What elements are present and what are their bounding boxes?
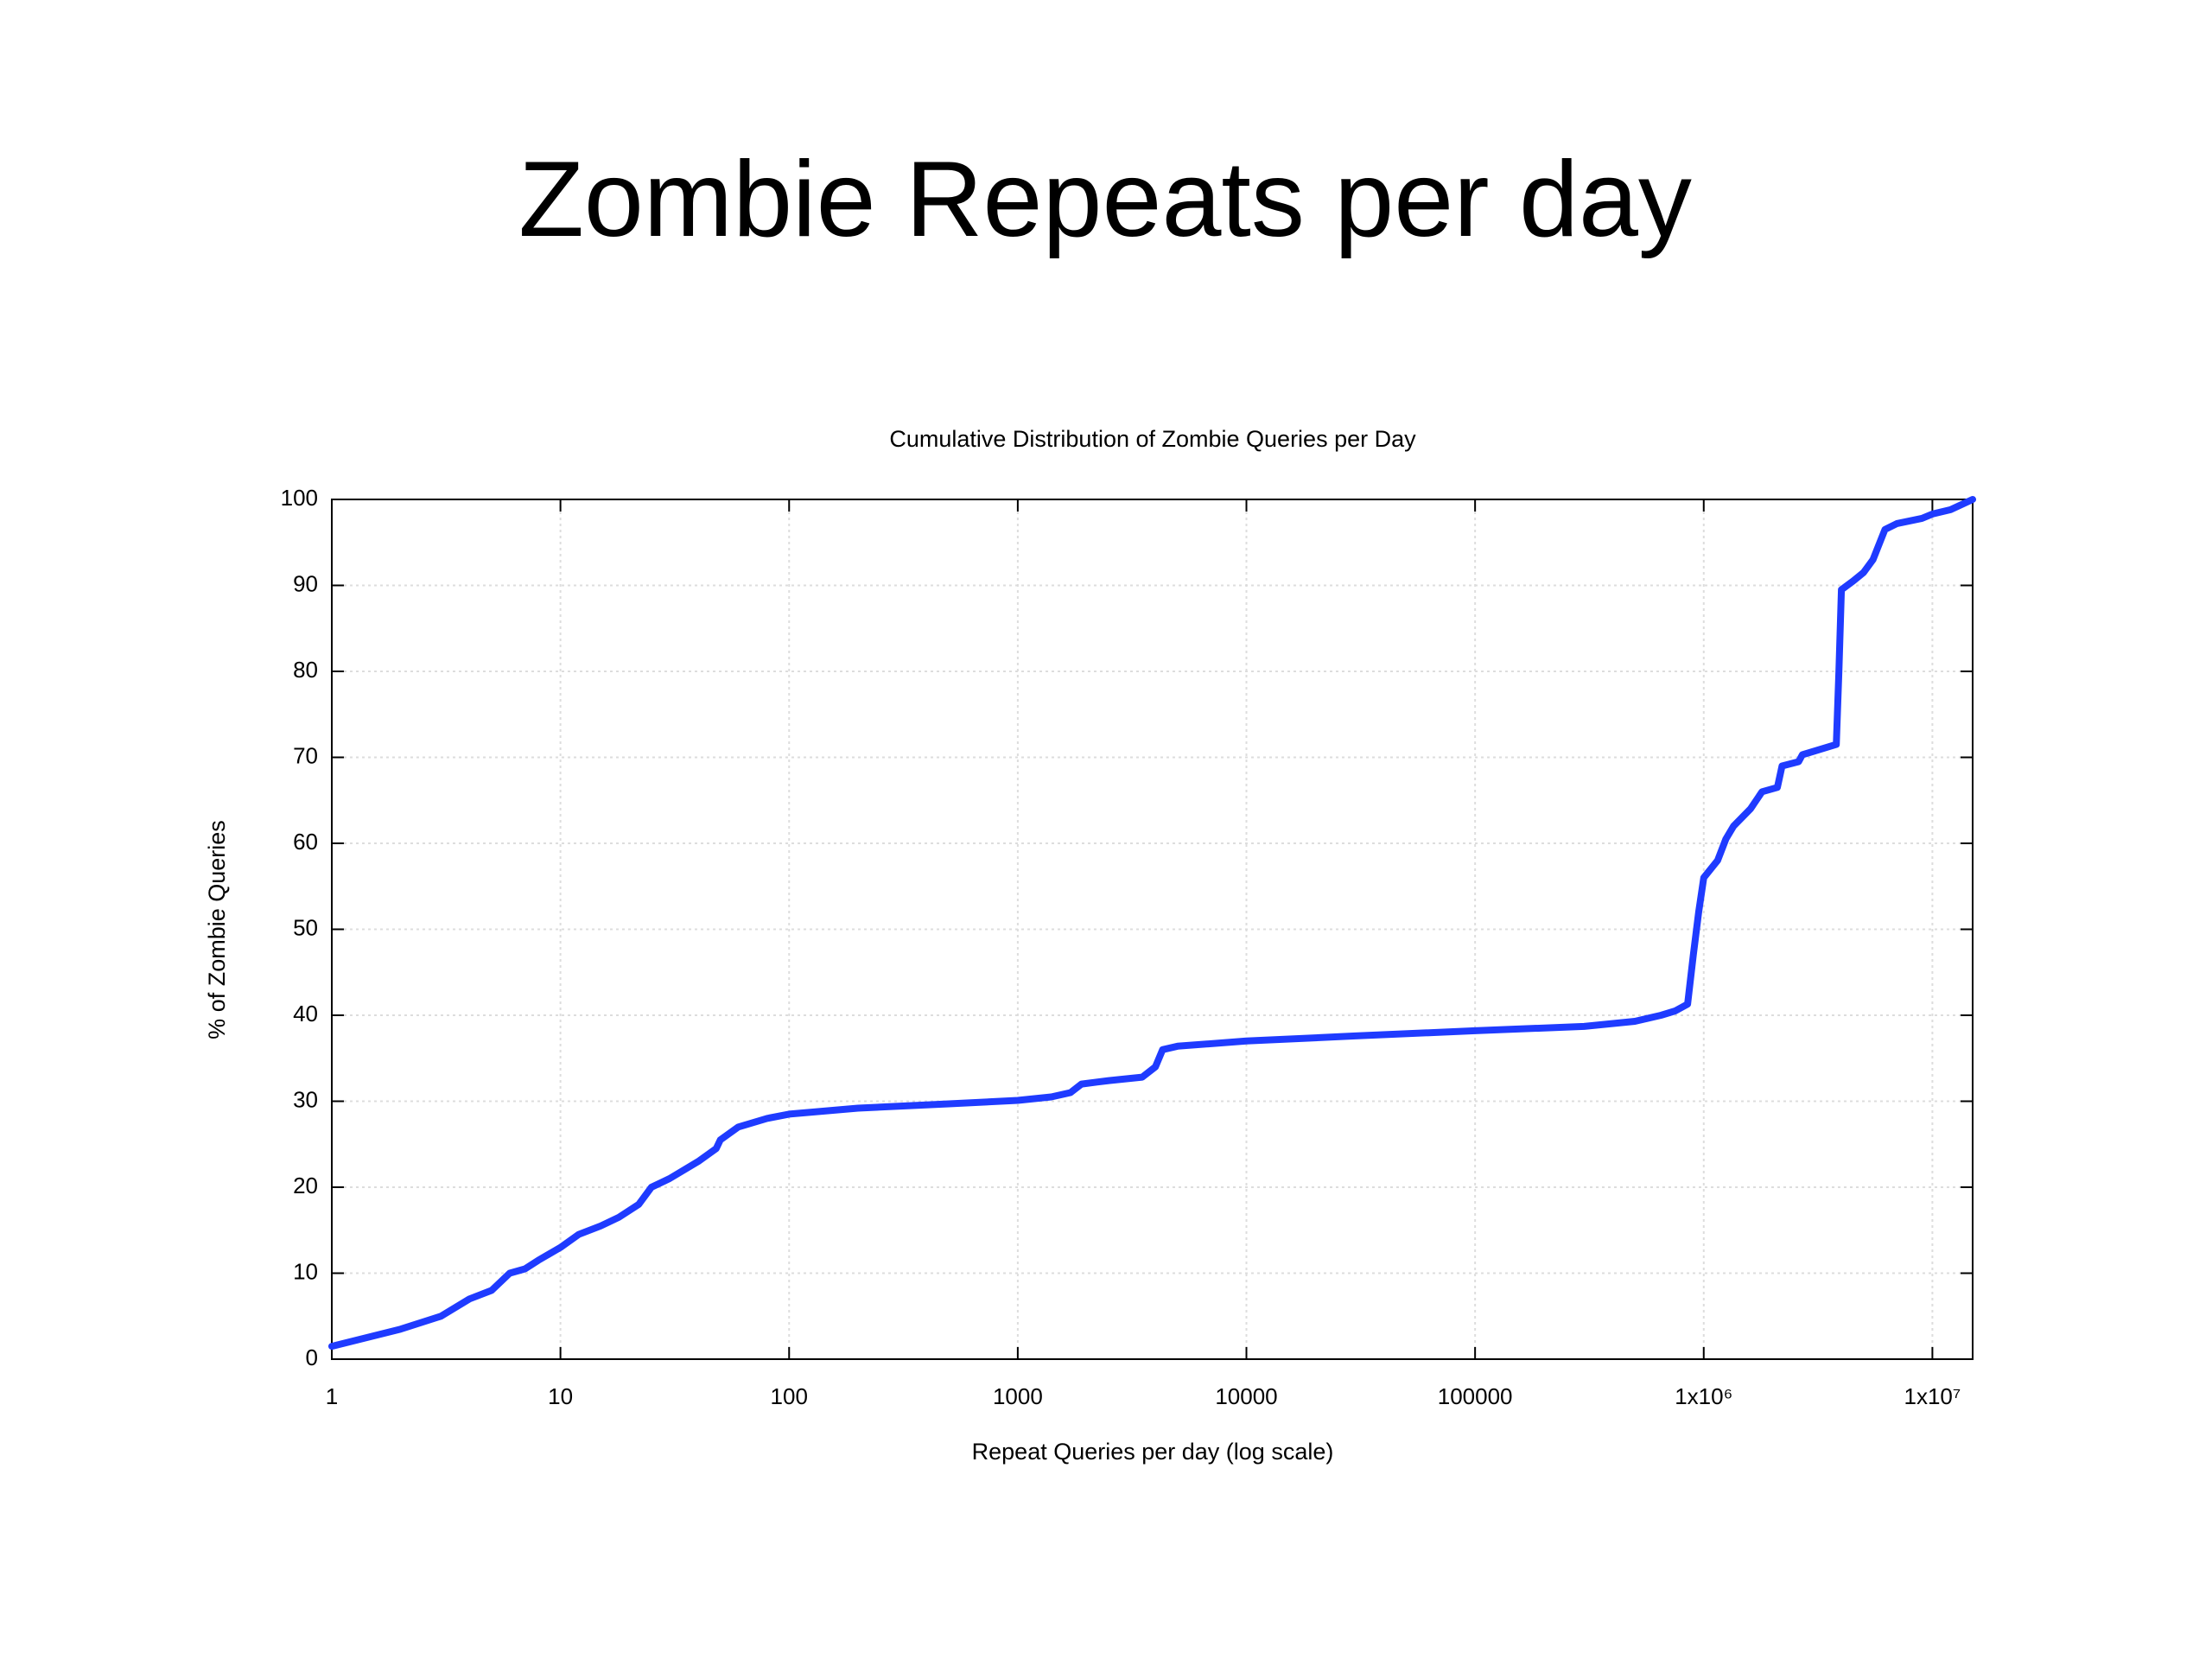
x-tick-label: 10 [548,1383,573,1409]
y-tick-label: 100 [281,485,318,511]
y-tick-label: 80 [293,657,318,683]
y-tick-label: 20 [293,1173,318,1198]
slide-title: Zombie Repeats per day [518,140,1692,259]
x-tick-label: 100 [771,1383,808,1409]
x-tick-label: 1x10⁶ [1675,1383,1732,1409]
x-tick-label: 10000 [1215,1383,1277,1409]
plot-frame [331,499,1974,1360]
y-tick-label: 70 [293,742,318,768]
y-tick-label: 40 [293,1001,318,1027]
y-tick-label: 60 [293,829,318,855]
x-tick-label: 100000 [1438,1383,1513,1409]
chart-title: Cumulative Distribution of Zombie Querie… [889,426,1416,452]
x-axis-label: Repeat Queries per day (log scale) [972,1439,1334,1465]
y-tick-label: 50 [293,914,318,940]
x-tick-label: 1x10⁷ [1904,1383,1961,1409]
y-tick-label: 30 [293,1086,318,1112]
x-tick-label: 1000 [993,1383,1043,1409]
y-tick-label: 0 [306,1344,318,1370]
data-line [328,496,1976,1351]
y-tick-label: 90 [293,570,318,596]
x-tick-label: 1 [326,1383,338,1409]
y-axis-label: % of Zombie Queries [204,820,230,1039]
y-tick-label: 10 [293,1258,318,1284]
